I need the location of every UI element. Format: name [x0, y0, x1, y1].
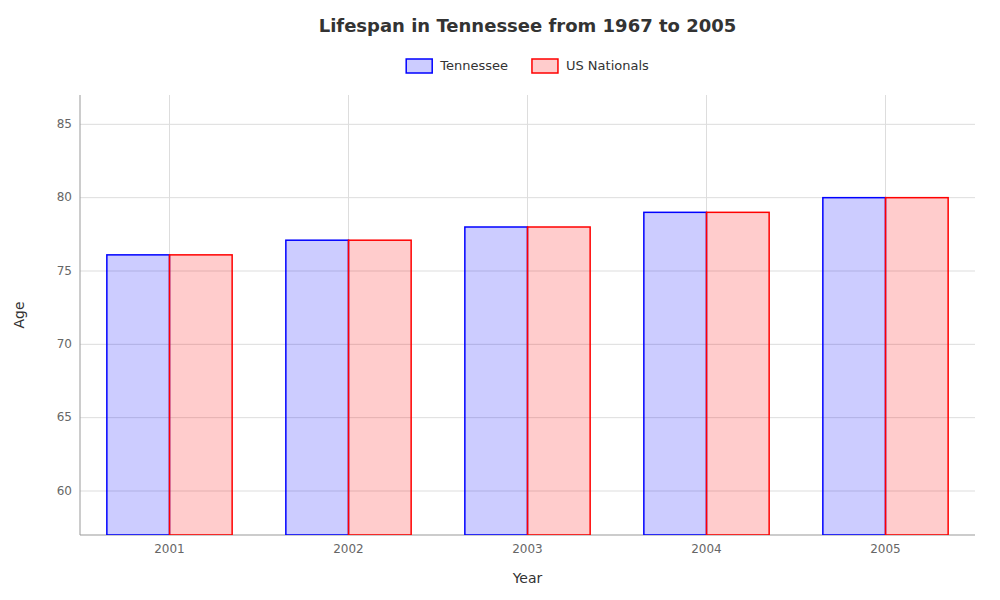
grid	[80, 95, 975, 535]
legend-label: Tennessee	[439, 58, 508, 73]
bar	[107, 255, 170, 535]
bar	[886, 198, 949, 535]
bar	[286, 240, 349, 535]
y-tick-label: 65	[57, 410, 72, 424]
bar	[465, 227, 528, 535]
x-tick-label: 2002	[333, 542, 364, 556]
legend: Tennessee US Nationals	[406, 58, 649, 74]
legend-item: Tennessee	[406, 58, 508, 74]
y-axis-label: Age	[11, 301, 27, 328]
x-tick-label: 2001	[154, 542, 185, 556]
y-tick-label: 85	[57, 117, 72, 131]
bar	[823, 198, 886, 535]
legend-label: US Nationals	[566, 58, 649, 73]
y-tick-label: 70	[57, 337, 72, 351]
y-tick-label: 75	[57, 264, 72, 278]
x-tick-label: 2005	[870, 542, 901, 556]
bar	[707, 212, 770, 535]
x-tick-label: 2004	[691, 542, 722, 556]
legend-swatch	[406, 59, 432, 73]
x-tick-label: 2003	[512, 542, 543, 556]
bars	[107, 198, 948, 535]
bar	[644, 212, 707, 535]
bar	[528, 227, 591, 535]
title: Lifespan in Tennessee from 1967 to 2005	[319, 15, 737, 36]
y-tick-label: 60	[57, 484, 72, 498]
legend-item: US Nationals	[532, 58, 649, 74]
x-axis-label: Year	[512, 570, 543, 586]
legend-swatch	[532, 59, 558, 73]
chart: 60 65 70 75 80 85 2001 2002 2003 2004 2005 Lifespan…	[0, 0, 1000, 600]
chart-container: 60 65 70 75 80 85 2001 2002 2003 2004 2005 Lifespan…	[0, 0, 1000, 600]
y-tick-label: 80	[57, 190, 72, 204]
bar	[349, 240, 412, 535]
y-axis-line	[80, 95, 81, 535]
bar	[170, 255, 233, 535]
